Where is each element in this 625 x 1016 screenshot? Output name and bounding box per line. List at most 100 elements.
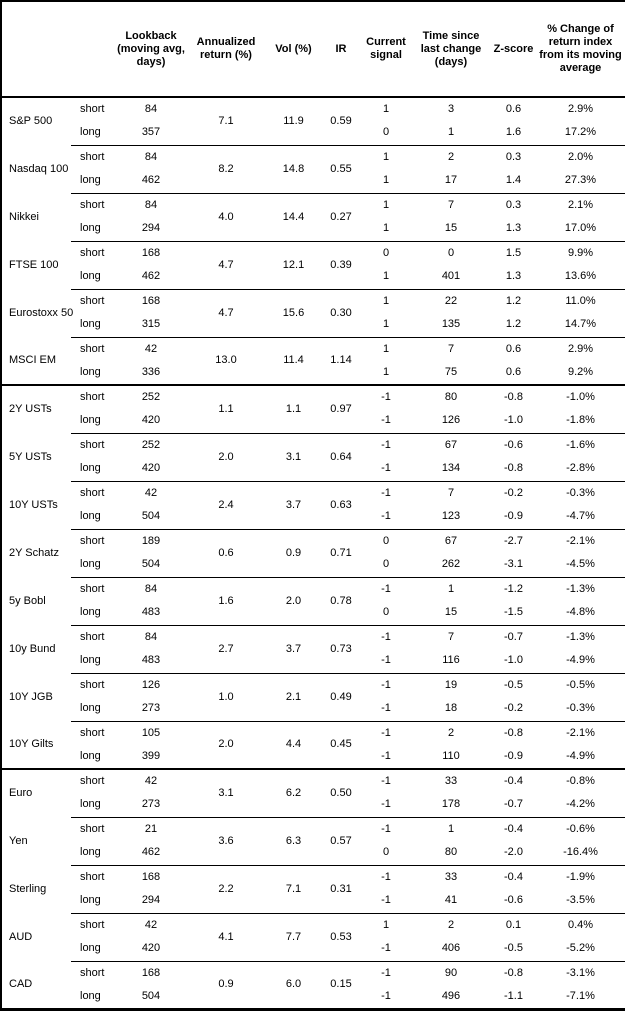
asset-name: 5Y USTs	[9, 450, 52, 463]
time-since-value: 18	[444, 702, 458, 715]
vol-value: 0.9	[266, 528, 321, 577]
time-since-value: 1	[447, 126, 455, 139]
time-since-value: 2	[411, 912, 491, 937]
zscore-value: -0.8	[491, 384, 536, 409]
column-header-zscore: Z-score	[493, 42, 534, 55]
vol-value: 3.7	[266, 624, 321, 673]
leg-label: short	[71, 528, 116, 553]
ir-value: 0.64	[321, 432, 361, 481]
lookback-value: 420	[141, 942, 161, 955]
pct-change-value: -1.9%	[536, 864, 625, 889]
time-since-value: 2	[411, 144, 491, 169]
column-header-annualized-return: Annualized return (%)	[196, 36, 256, 61]
time-since-value: 17	[444, 174, 458, 187]
annualized-return-value: 4.7	[186, 288, 266, 337]
ir-value: 0.31	[321, 864, 361, 913]
pct-change-value: 13.6%	[564, 270, 597, 283]
table-row-short: Euro short 42 3.1 6.2 0.50 -1 33 -0.4 -0…	[1, 768, 625, 817]
table-row-short: MSCI EM short 42 13.0 11.4 1.14 1 7 0.6 …	[1, 336, 625, 385]
time-since-value: 80	[411, 384, 491, 409]
lookback-value: 336	[141, 366, 161, 378]
time-since-value: 75	[444, 366, 458, 378]
asset-name: 10Y JGB	[9, 690, 53, 703]
leg-label: long	[80, 750, 101, 762]
pct-change-value: -4.9%	[566, 750, 595, 762]
leg-label: long	[80, 798, 101, 811]
vol-value: 3.7	[266, 480, 321, 529]
pct-change-value: -2.1%	[536, 720, 625, 745]
signal-value: -1	[381, 462, 391, 475]
signal-value: -1	[361, 624, 411, 649]
leg-label: long	[80, 894, 101, 907]
time-since-value: 33	[411, 864, 491, 889]
ir-value: 0.45	[321, 720, 361, 769]
lookback-value: 294	[141, 894, 161, 907]
column-header-time-since: Time since last change (days)	[420, 29, 482, 68]
asset-name: 2Y Schatz	[9, 546, 59, 559]
ir-value: 0.73	[321, 624, 361, 673]
lookback-value: 399	[141, 750, 161, 762]
vol-value: 7.7	[266, 912, 321, 961]
table-row-short: FTSE 100 short 168 4.7 12.1 0.39 0 0 1.5…	[1, 240, 625, 289]
asset-name: FTSE 100	[9, 258, 59, 271]
table-row-long: long 504 -1 123 -0.9 -4.7%	[1, 505, 625, 529]
time-since-value: 22	[411, 288, 491, 313]
table-row-long: long 273 -1 18 -0.2 -0.3%	[1, 697, 625, 721]
lookback-value: 84	[116, 624, 186, 649]
pct-change-value: 9.9%	[536, 240, 625, 265]
table-row-short: 5y Bobl short 84 1.6 2.0 0.78 -1 1 -1.2 …	[1, 576, 625, 625]
zscore-value: 1.6	[505, 126, 522, 139]
ir-value: 0.59	[330, 114, 352, 127]
pct-change-value: -4.2%	[566, 798, 595, 811]
asset-name: 10y Bund	[9, 642, 56, 655]
signal-value: -1	[361, 480, 411, 505]
time-since-value: 126	[441, 414, 461, 427]
table-row-short: CAD short 168 0.9 6.0 0.15 -1 90 -0.8 -3…	[1, 960, 625, 1009]
pct-change-value: 2.0%	[536, 144, 625, 169]
lookback-value: 273	[141, 702, 161, 715]
signal-value: 1	[382, 222, 390, 235]
table-row-short: 2Y USTs short 252 1.1 1.1 0.97 -1 80 -0.…	[1, 384, 625, 433]
vol-value: 7.1	[266, 864, 321, 913]
lookback-value: 126	[116, 672, 186, 697]
leg-label: short	[71, 816, 116, 841]
leg-label: short	[71, 384, 116, 409]
column-header-ir: IR	[335, 42, 347, 55]
annualized-return-value: 2.0	[186, 432, 266, 481]
ir-value: 0.49	[321, 672, 361, 721]
leg-label: long	[80, 222, 101, 235]
signal-value: -1	[361, 816, 411, 841]
lookback-value: 294	[141, 222, 161, 235]
time-since-value: 67	[411, 432, 491, 457]
asset-name: 10Y USTs	[9, 498, 58, 511]
pct-change-value: -3.1%	[536, 960, 625, 985]
zscore-value: -0.4	[491, 768, 536, 793]
table-row-long: long 462 1 401 1.3 13.6%	[1, 265, 625, 289]
annualized-return-value: 8.2	[186, 144, 266, 193]
pct-change-value: 17.0%	[564, 222, 597, 235]
table-row-short: Sterling short 168 2.2 7.1 0.31 -1 33 -0…	[1, 864, 625, 913]
column-header-leg	[71, 1, 116, 97]
signal-value: 1	[382, 318, 390, 331]
zscore-value: -0.6	[504, 894, 523, 907]
leg-label: short	[71, 240, 116, 265]
asset-name: 5y Bobl	[9, 594, 46, 607]
signal-value: -1	[361, 864, 411, 889]
signal-value: -1	[381, 654, 391, 667]
zscore-value: -1.1	[504, 989, 523, 1002]
signal-value: 1	[382, 366, 390, 378]
lookback-value: 189	[116, 528, 186, 553]
asset-name: Nasdaq 100	[9, 162, 69, 175]
table-row-short: AUD short 42 4.1 7.7 0.53 1 2 0.1 0.4%	[1, 912, 625, 961]
time-since-value: 135	[441, 318, 461, 331]
zscore-value: -0.2	[491, 480, 536, 505]
vol-value: 12.1	[266, 240, 321, 289]
lookback-value: 42	[116, 336, 186, 361]
time-since-value: 7	[411, 192, 491, 217]
lookback-value: 168	[116, 240, 186, 265]
asset-name: 10Y Gilts	[9, 738, 54, 750]
ir-value: 1.14	[321, 336, 361, 385]
pct-change-value: -7.1%	[566, 989, 595, 1002]
zscore-value: -0.8	[491, 720, 536, 745]
signal-value: -1	[381, 894, 391, 907]
